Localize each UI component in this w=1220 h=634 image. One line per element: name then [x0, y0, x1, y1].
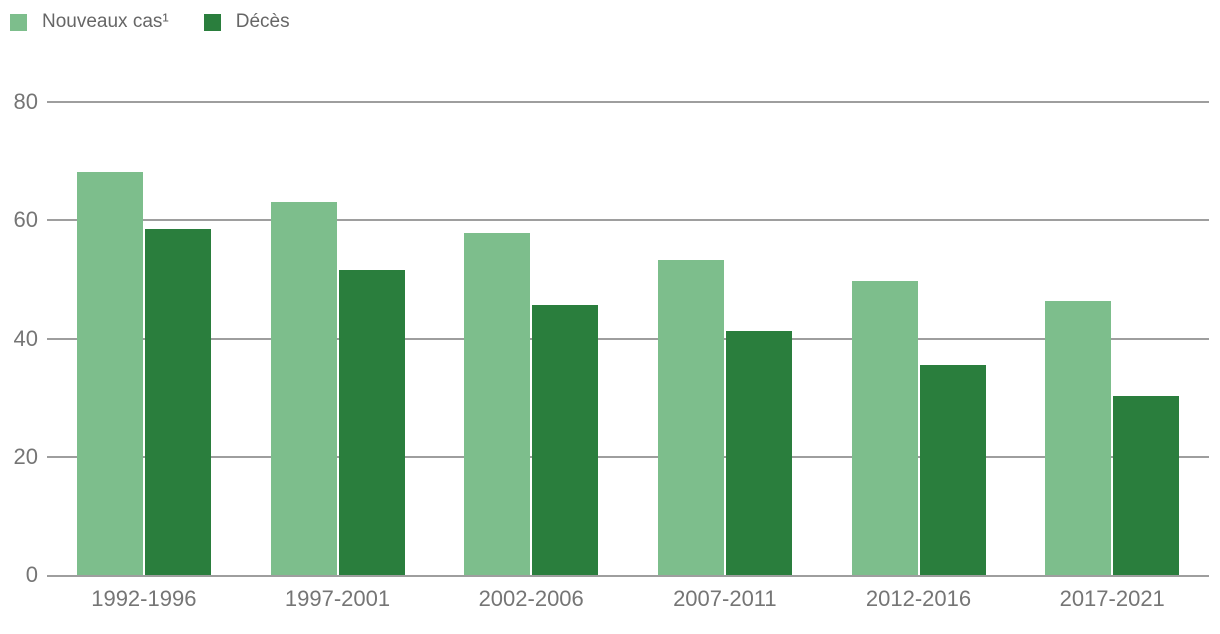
bar-deces-2012-2016[interactable] — [919, 365, 986, 575]
y-axis: 0 20 40 60 80 — [0, 91, 38, 586]
bar-group-2017-2021 — [1015, 102, 1209, 575]
y-tick-label-20: 20 — [13, 443, 38, 469]
bar-deces-2007-2011[interactable] — [725, 331, 792, 575]
legend-swatch-deces — [203, 13, 221, 31]
bar-nouveaux-cas-2002-2006[interactable] — [464, 232, 531, 575]
legend-item-deces: Décès — [203, 11, 290, 33]
chart-legend: Nouveaux cas¹ Décès — [10, 11, 325, 33]
bar-group-2012-2016 — [822, 102, 1016, 575]
legend-swatch-nouveaux-cas — [10, 13, 27, 31]
y-tick-label-80: 80 — [13, 89, 38, 114]
legend-label-deces: Décès — [235, 11, 290, 32]
bar-nouveaux-cas-1997-2001[interactable] — [270, 201, 337, 575]
x-tick-label-2002-2006: 2002-2006 — [478, 586, 584, 611]
bar-groups — [47, 102, 1209, 575]
x-tick-label-2017-2021: 2017-2021 — [1059, 586, 1165, 611]
gridline-80 — [47, 101, 1209, 103]
bar-nouveaux-cas-2012-2016[interactable] — [851, 280, 918, 575]
plot-area — [47, 101, 1209, 577]
bar-group-2007-2011 — [628, 102, 822, 575]
bar-group-2002-2006 — [434, 102, 628, 575]
x-tick-label-1997-2001: 1997-2001 — [284, 586, 391, 611]
gridline-40 — [47, 337, 1209, 340]
gridline-20 — [47, 455, 1209, 458]
bar-deces-2017-2021[interactable] — [1113, 396, 1180, 575]
y-tick-label-0: 0 — [25, 562, 38, 587]
bar-nouveaux-cas-2007-2011[interactable] — [657, 260, 724, 575]
bar-group-1997-2001 — [241, 102, 435, 575]
y-tick-label-60: 60 — [13, 207, 38, 233]
bar-deces-1992-1996[interactable] — [144, 228, 211, 575]
x-axis: 1992-1996 1997-2001 2002-2006 2007-2011 2012… — [47, 586, 1209, 612]
bar-deces-1997-2001[interactable] — [338, 269, 405, 575]
bar-nouveaux-cas-2017-2021[interactable] — [1045, 301, 1112, 575]
x-tick-label-2012-2016: 2012-2016 — [865, 586, 972, 611]
x-tick-label-2007-2011: 2007-2011 — [673, 586, 777, 611]
x-tick-label-1992-1996: 1992-1996 — [91, 586, 197, 611]
legend-item-nouveaux-cas: Nouveaux cas¹ — [10, 11, 169, 33]
bar-group-1992-1996 — [47, 102, 241, 575]
bar-deces-2002-2006[interactable] — [532, 305, 599, 575]
y-tick-label-40: 40 — [13, 325, 38, 351]
legend-label-nouveaux-cas: Nouveaux cas¹ — [42, 11, 169, 32]
bar-nouveaux-cas-1992-1996[interactable] — [76, 171, 143, 575]
gridline-60 — [47, 219, 1209, 222]
